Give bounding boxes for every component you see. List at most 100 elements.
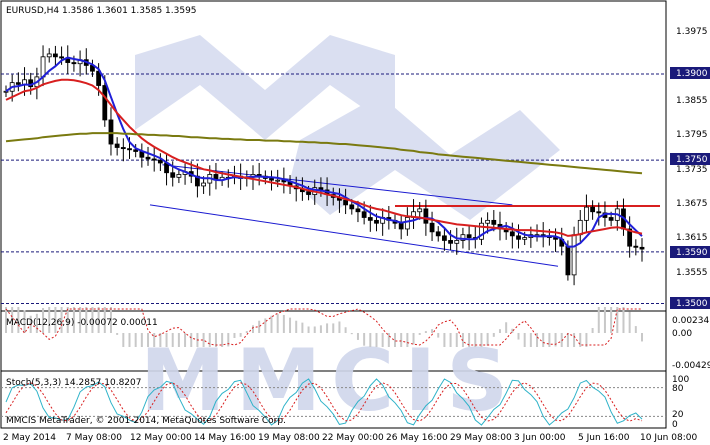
candle-body xyxy=(627,228,633,247)
candle-body xyxy=(448,240,453,244)
candle-body xyxy=(435,231,441,237)
stoch-axis: 100 80 20 0 xyxy=(672,375,689,430)
candle-body xyxy=(571,234,577,276)
candle-body xyxy=(404,217,410,230)
candle-body xyxy=(355,208,361,213)
time-tick: 29 May 08:00 xyxy=(450,433,512,443)
level-tag-bg xyxy=(670,153,710,165)
stoch-tick: 100 xyxy=(672,375,689,385)
stochastic-lines xyxy=(1,378,666,426)
stoch-title: Stoch(5,3,3) 14.2857 10.8207 xyxy=(6,378,141,388)
candle-body xyxy=(102,85,108,121)
level-tags: 1.3900 1.3750 1.3590 1.3500 xyxy=(670,67,710,309)
time-tick: 3 Jun 00:00 xyxy=(514,433,566,443)
candle-body xyxy=(145,156,151,160)
macd-title: MACD(12,26,9) -0.00072 0.00011 xyxy=(6,318,158,328)
candle-body xyxy=(460,234,466,241)
macd-tick: -0.00429 xyxy=(672,361,710,371)
time-tick: 19 May 08:00 xyxy=(258,433,320,443)
price-tick: 1.3855 xyxy=(676,96,708,106)
candle-body xyxy=(52,53,58,58)
candle-body xyxy=(577,219,583,236)
candle-body xyxy=(127,148,132,151)
time-tick: 5 Jun 16:00 xyxy=(578,433,630,443)
candle-body xyxy=(3,90,9,93)
time-tick: 7 May 08:00 xyxy=(66,433,122,443)
ma-mid-line xyxy=(5,78,643,237)
candle-body xyxy=(361,211,367,218)
stoch-tick: 0 xyxy=(672,420,678,430)
watermark-text: MMCIS xyxy=(140,331,518,431)
level-tag: 1.3900 xyxy=(676,69,708,79)
candle-body xyxy=(596,211,602,214)
candle-body xyxy=(176,174,182,178)
candle-body xyxy=(553,237,558,240)
candle-body xyxy=(114,143,120,148)
level-tag-bg xyxy=(670,67,710,79)
time-tick: 12 May 00:00 xyxy=(130,433,192,443)
candle-body xyxy=(201,182,206,187)
candle-body xyxy=(170,172,176,178)
time-tick: 14 May 16:00 xyxy=(194,433,256,443)
macd-signal-line xyxy=(5,308,642,346)
candle-body xyxy=(269,178,274,181)
candle-body xyxy=(466,234,472,238)
level-tag-bg xyxy=(670,246,710,258)
candle-body xyxy=(120,147,126,150)
price-tick: 1.3615 xyxy=(676,233,708,243)
price-tick: 1.3735 xyxy=(676,165,708,175)
chart-title: EURUSD,H4 1.3586 1.3601 1.3585 1.3595 xyxy=(6,6,197,16)
candle-body xyxy=(398,222,404,230)
moving-averages xyxy=(5,56,643,248)
level-tag: 1.3590 xyxy=(676,248,708,258)
candle-body xyxy=(565,245,571,276)
level-tag: 1.3750 xyxy=(676,155,708,165)
candle-body xyxy=(417,208,423,213)
price-tick: 1.3675 xyxy=(676,199,708,209)
candle-body xyxy=(491,219,497,225)
macd-tick: 0.00234 xyxy=(672,316,709,326)
level-tag: 1.3500 xyxy=(676,299,708,309)
candle-body xyxy=(133,149,139,152)
time-tick: 2 May 2014 xyxy=(3,433,56,443)
candle-body xyxy=(71,62,77,65)
horizontal-levels xyxy=(1,73,666,305)
candle-body xyxy=(306,191,311,195)
candle-body xyxy=(108,119,114,145)
candle-body xyxy=(429,222,435,233)
candle-body xyxy=(479,222,484,240)
stoch-tick: 80 xyxy=(672,384,684,394)
level-tag-bg xyxy=(670,297,710,309)
stoch-signal-line xyxy=(5,382,643,422)
candle-body xyxy=(608,217,614,221)
candle-body xyxy=(442,235,447,241)
price-tick: 1.3555 xyxy=(676,268,708,278)
candle-body xyxy=(584,206,589,221)
candle-body xyxy=(275,179,281,182)
candle-body xyxy=(15,82,21,85)
candle-body xyxy=(349,204,355,210)
candle-body xyxy=(633,245,639,248)
watermark-logo: MMCIS xyxy=(135,35,560,431)
channel-upper-line xyxy=(162,164,513,206)
candle-body xyxy=(423,208,429,224)
candle-body xyxy=(343,199,349,206)
copyright-text: MMCIS MetaTrader, © 2001-2014, MetaQuote… xyxy=(6,416,286,426)
candle-body xyxy=(522,237,528,240)
price-tick: 1.3975 xyxy=(676,27,708,37)
trend-drawings xyxy=(149,164,660,267)
price-tick: 1.3795 xyxy=(676,130,708,140)
macd-tick: 0.00 xyxy=(672,329,692,339)
candle-body xyxy=(46,53,52,58)
candle-body xyxy=(59,56,64,59)
candle-body xyxy=(509,231,515,237)
candle-body xyxy=(157,159,163,164)
candle-body xyxy=(590,206,596,213)
time-tick: 22 May 00:00 xyxy=(322,433,384,443)
candle-body xyxy=(485,219,491,224)
candle-body xyxy=(151,158,157,161)
candle-body xyxy=(516,235,521,240)
candle-body xyxy=(367,217,373,221)
macd-axis: 0.00234 0.00 -0.00429 xyxy=(672,316,710,371)
